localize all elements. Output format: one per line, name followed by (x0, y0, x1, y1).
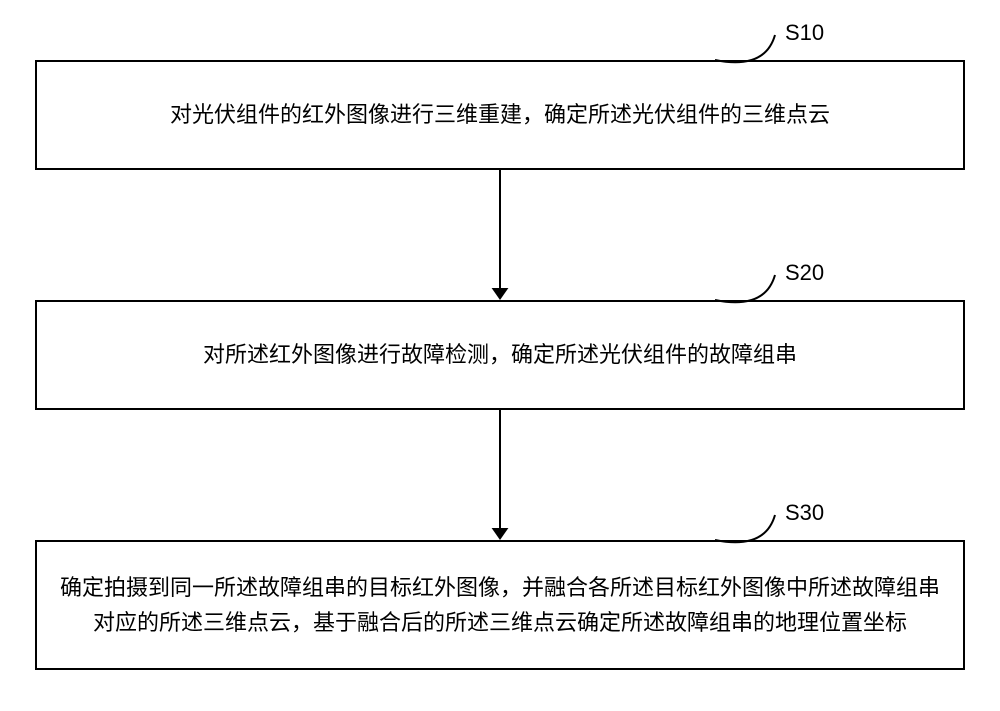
node-text-s20: 对所述红外图像进行故障检测，确定所述光伏组件的故障组串 (203, 337, 797, 372)
step-label-s30: S30 (785, 500, 824, 526)
node-text-s10: 对光伏组件的红外图像进行三维重建，确定所述光伏组件的三维点云 (170, 97, 830, 132)
callout-s30 (710, 510, 780, 565)
node-text-s30: 确定拍摄到同一所述故障组串的目标红外图像，并融合各所述目标红外图像中所述故障组串… (57, 570, 943, 640)
flowchart-node-s30: 确定拍摄到同一所述故障组串的目标红外图像，并融合各所述目标红外图像中所述故障组串… (35, 540, 965, 670)
step-label-s10: S10 (785, 20, 824, 46)
flowchart-node-s10: 对光伏组件的红外图像进行三维重建，确定所述光伏组件的三维点云 (35, 60, 965, 170)
callout-s10 (710, 30, 780, 85)
step-label-s20: S20 (785, 260, 824, 286)
arrow-s20-to-s30 (486, 408, 514, 542)
flowchart-node-s20: 对所述红外图像进行故障检测，确定所述光伏组件的故障组串 (35, 300, 965, 410)
callout-s20 (710, 270, 780, 325)
arrow-s10-to-s20 (486, 168, 514, 302)
